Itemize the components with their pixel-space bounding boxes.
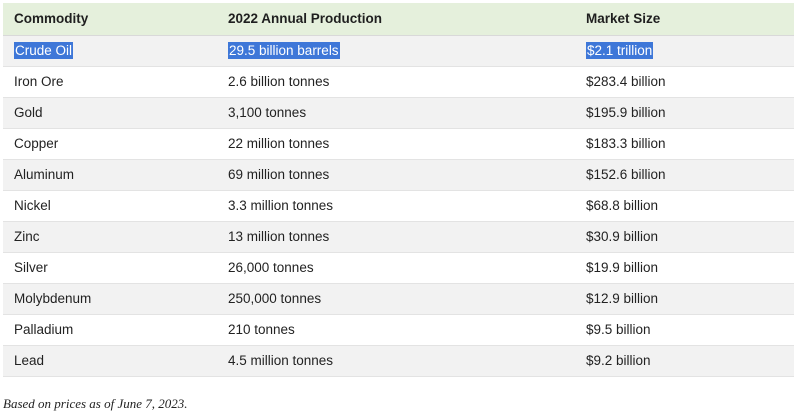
commodity-cell[interactable]: Lead: [3, 345, 217, 377]
market-size-cell[interactable]: $2.1 trillion: [575, 35, 794, 67]
table-row: Lead 4.5 million tonnes $9.2 billion: [3, 345, 794, 377]
market-size-cell-text: $12.9 billion: [586, 291, 659, 306]
market-size-cell-text: $195.9 billion: [586, 105, 666, 120]
footnote: Based on prices as of June 7, 2023.: [3, 396, 188, 411]
market-size-cell[interactable]: $68.8 billion: [575, 190, 794, 222]
table-row: Zinc 13 million tonnes $30.9 billion: [3, 221, 794, 253]
column-header-production: 2022 Annual Production: [217, 3, 575, 36]
commodity-cell[interactable]: Iron Ore: [3, 66, 217, 98]
table-row: Silver 26,000 tonnes $19.9 billion: [3, 252, 794, 284]
table-row: Copper 22 million tonnes $183.3 billion: [3, 128, 794, 160]
production-cell-text: 4.5 million tonnes: [228, 353, 334, 368]
production-cell[interactable]: 210 tonnes: [217, 314, 575, 346]
commodity-cell-text: Nickel: [14, 198, 51, 213]
commodity-cell[interactable]: Nickel: [3, 190, 217, 222]
production-cell[interactable]: 2.6 billion tonnes: [217, 66, 575, 98]
table-row: Iron Ore 2.6 billion tonnes $283.4 billion: [3, 66, 794, 98]
production-cell-text: 69 million tonnes: [228, 167, 330, 182]
market-size-cell-text: $9.5 billion: [586, 322, 651, 337]
market-size-cell[interactable]: $152.6 billion: [575, 159, 794, 191]
production-cell-text: 3.3 million tonnes: [228, 198, 334, 213]
production-cell[interactable]: 3,100 tonnes: [217, 97, 575, 129]
production-cell[interactable]: 250,000 tonnes: [217, 283, 575, 315]
table-row: Crude Oil 29.5 billion barrels $2.1 trilli…: [3, 35, 794, 67]
production-cell[interactable]: 13 million tonnes: [217, 221, 575, 253]
market-size-cell[interactable]: $9.2 billion: [575, 345, 794, 377]
market-size-cell-text: $152.6 billion: [586, 167, 666, 182]
market-size-cell-text: $9.2 billion: [586, 353, 651, 368]
table-row: Nickel 3.3 million tonnes $68.8 billion: [3, 190, 794, 222]
commodity-table: Commodity 2022 Annual Production Market …: [3, 3, 794, 377]
commodity-cell-text: Molybdenum: [14, 291, 92, 306]
column-header-market-size: Market Size: [575, 3, 794, 36]
production-cell[interactable]: 26,000 tonnes: [217, 252, 575, 284]
production-cell-text: 13 million tonnes: [228, 229, 330, 244]
commodity-cell[interactable]: Silver: [3, 252, 217, 284]
commodity-cell-text: Iron Ore: [14, 74, 64, 89]
commodity-cell-text: Copper: [14, 136, 59, 151]
commodity-cell[interactable]: Copper: [3, 128, 217, 160]
commodity-cell-text: Zinc: [14, 229, 40, 244]
commodity-cell[interactable]: Molybdenum: [3, 283, 217, 315]
market-size-cell[interactable]: $183.3 billion: [575, 128, 794, 160]
commodity-cell[interactable]: Palladium: [3, 314, 217, 346]
commodity-cell[interactable]: Zinc: [3, 221, 217, 253]
market-size-cell[interactable]: $30.9 billion: [575, 221, 794, 253]
production-cell[interactable]: 4.5 million tonnes: [217, 345, 575, 377]
table-header-row: Commodity 2022 Annual Production Market …: [3, 3, 794, 36]
production-cell[interactable]: 22 million tonnes: [217, 128, 575, 160]
column-header-commodity: Commodity: [3, 3, 217, 36]
market-size-cell[interactable]: $12.9 billion: [575, 283, 794, 315]
production-cell-text: 2.6 billion tonnes: [228, 74, 330, 89]
production-cell-text: 3,100 tonnes: [228, 105, 307, 120]
market-size-cell[interactable]: $195.9 billion: [575, 97, 794, 129]
commodity-table-container: Commodity 2022 Annual Production Market …: [3, 3, 794, 377]
market-size-cell-text: $68.8 billion: [586, 198, 659, 213]
table-row: Aluminum 69 million tonnes $152.6 billion: [3, 159, 794, 191]
commodity-cell-text: Crude Oil: [14, 42, 74, 59]
table-row: Palladium 210 tonnes $9.5 billion: [3, 314, 794, 346]
commodity-cell-text: Palladium: [14, 322, 74, 337]
market-size-cell-text: $2.1 trillion: [586, 42, 654, 59]
production-cell-text: 22 million tonnes: [228, 136, 330, 151]
commodity-cell[interactable]: Aluminum: [3, 159, 217, 191]
commodity-cell[interactable]: Crude Oil: [3, 35, 217, 67]
commodity-cell[interactable]: Gold: [3, 97, 217, 129]
market-size-cell-text: $283.4 billion: [586, 74, 666, 89]
market-size-cell-text: $30.9 billion: [586, 229, 659, 244]
market-size-cell-text: $183.3 billion: [586, 136, 666, 151]
table-row: Gold 3,100 tonnes $195.9 billion: [3, 97, 794, 129]
production-cell-text: 29.5 billion barrels: [228, 42, 340, 59]
market-size-cell[interactable]: $283.4 billion: [575, 66, 794, 98]
market-size-cell[interactable]: $19.9 billion: [575, 252, 794, 284]
commodity-cell-text: Aluminum: [14, 167, 75, 182]
production-cell-text: 250,000 tonnes: [228, 291, 322, 306]
commodity-cell-text: Silver: [14, 260, 48, 275]
market-size-cell[interactable]: $9.5 billion: [575, 314, 794, 346]
production-cell-text: 210 tonnes: [228, 322, 295, 337]
commodity-cell-text: Gold: [14, 105, 43, 120]
commodity-cell-text: Lead: [14, 353, 45, 368]
table-body: Crude Oil 29.5 billion barrels $2.1 trilli…: [3, 35, 794, 377]
market-size-cell-text: $19.9 billion: [586, 260, 659, 275]
table-row: Molybdenum 250,000 tonnes $12.9 billion: [3, 283, 794, 315]
production-cell[interactable]: 29.5 billion barrels: [217, 35, 575, 67]
production-cell[interactable]: 3.3 million tonnes: [217, 190, 575, 222]
production-cell-text: 26,000 tonnes: [228, 260, 314, 275]
production-cell[interactable]: 69 million tonnes: [217, 159, 575, 191]
